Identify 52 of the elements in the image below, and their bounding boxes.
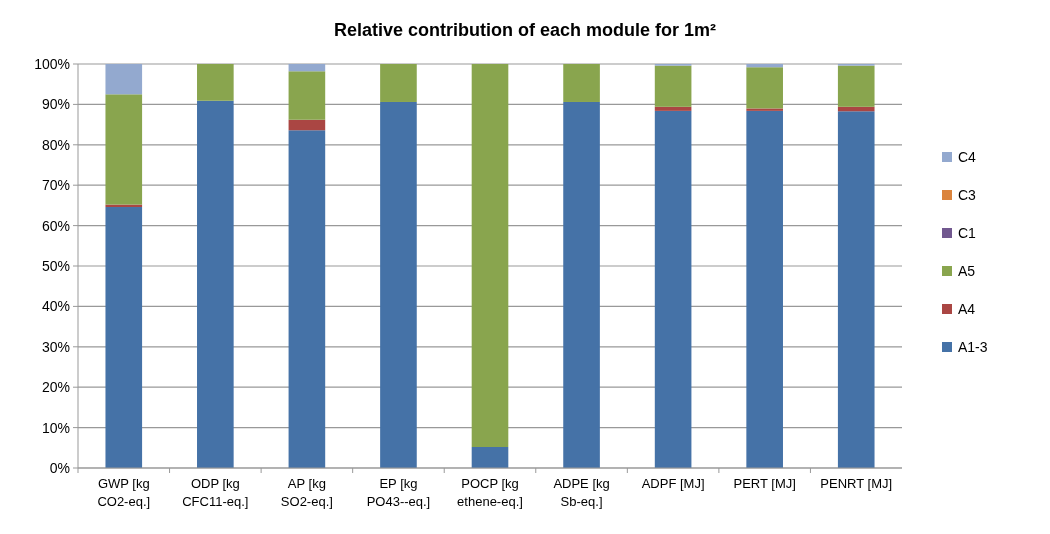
bar — [288, 119, 326, 131]
y-tick-label: 20% — [41, 379, 70, 396]
x-tick-label: PERT [MJ] — [733, 476, 796, 491]
bar — [471, 446, 509, 468]
bar — [288, 71, 326, 120]
bar — [746, 108, 783, 111]
x-tick-label: ODP [kg CFC11-eq.] — [182, 476, 249, 509]
bar — [746, 110, 783, 468]
y-tick-label: 100% — [34, 55, 70, 72]
y-tick-label: 0% — [49, 459, 70, 476]
legend-label: A5 — [958, 262, 976, 279]
y-tick-label: 70% — [41, 177, 70, 194]
bar — [471, 64, 509, 447]
bar — [105, 94, 143, 205]
bar — [837, 106, 875, 112]
bar — [746, 64, 783, 68]
bar — [654, 110, 692, 468]
bar — [288, 64, 326, 72]
bar — [197, 100, 234, 468]
bar — [380, 64, 417, 102]
x-tick-label: GWP [kg CO2-eq.] — [97, 476, 151, 509]
bar — [654, 106, 692, 111]
bar — [105, 207, 143, 468]
x-tick-label: AP [kg SO2-eq.] — [280, 476, 333, 509]
bar — [837, 65, 875, 107]
bar — [563, 101, 600, 468]
y-tick-label: 90% — [41, 96, 70, 113]
y-tick-label: 50% — [41, 257, 70, 274]
bar — [837, 111, 875, 468]
y-tick-label: 10% — [41, 419, 70, 436]
x-tick-label: PENRT [MJ] — [820, 476, 893, 491]
bar — [654, 65, 692, 107]
chart-title: Relative contribution of each module for 1m² — [333, 20, 717, 40]
legend-label: A4 — [958, 300, 976, 317]
legend-label: C3 — [958, 186, 977, 203]
bar — [197, 64, 234, 101]
x-tick-label: ADPF [MJ] — [641, 476, 705, 491]
bar — [105, 64, 143, 95]
bar — [288, 130, 326, 468]
y-tick-label: 60% — [41, 217, 70, 234]
legend-label: C1 — [958, 224, 977, 241]
y-tick-label: 80% — [41, 136, 70, 153]
y-tick-label: 40% — [41, 298, 70, 315]
bar — [746, 67, 783, 109]
legend-label: C4 — [958, 148, 977, 165]
x-tick-label: EP [kg PO43--eq.] — [366, 476, 431, 509]
bar — [380, 101, 417, 468]
bar — [563, 64, 600, 102]
x-tick-label: POCP [kg ethene-eq.] — [457, 476, 523, 509]
x-tick-label: ADPE [kg Sb-eq.] — [553, 476, 610, 509]
y-tick-label: 30% — [41, 338, 70, 355]
legend-label: A1-3 — [958, 338, 988, 355]
